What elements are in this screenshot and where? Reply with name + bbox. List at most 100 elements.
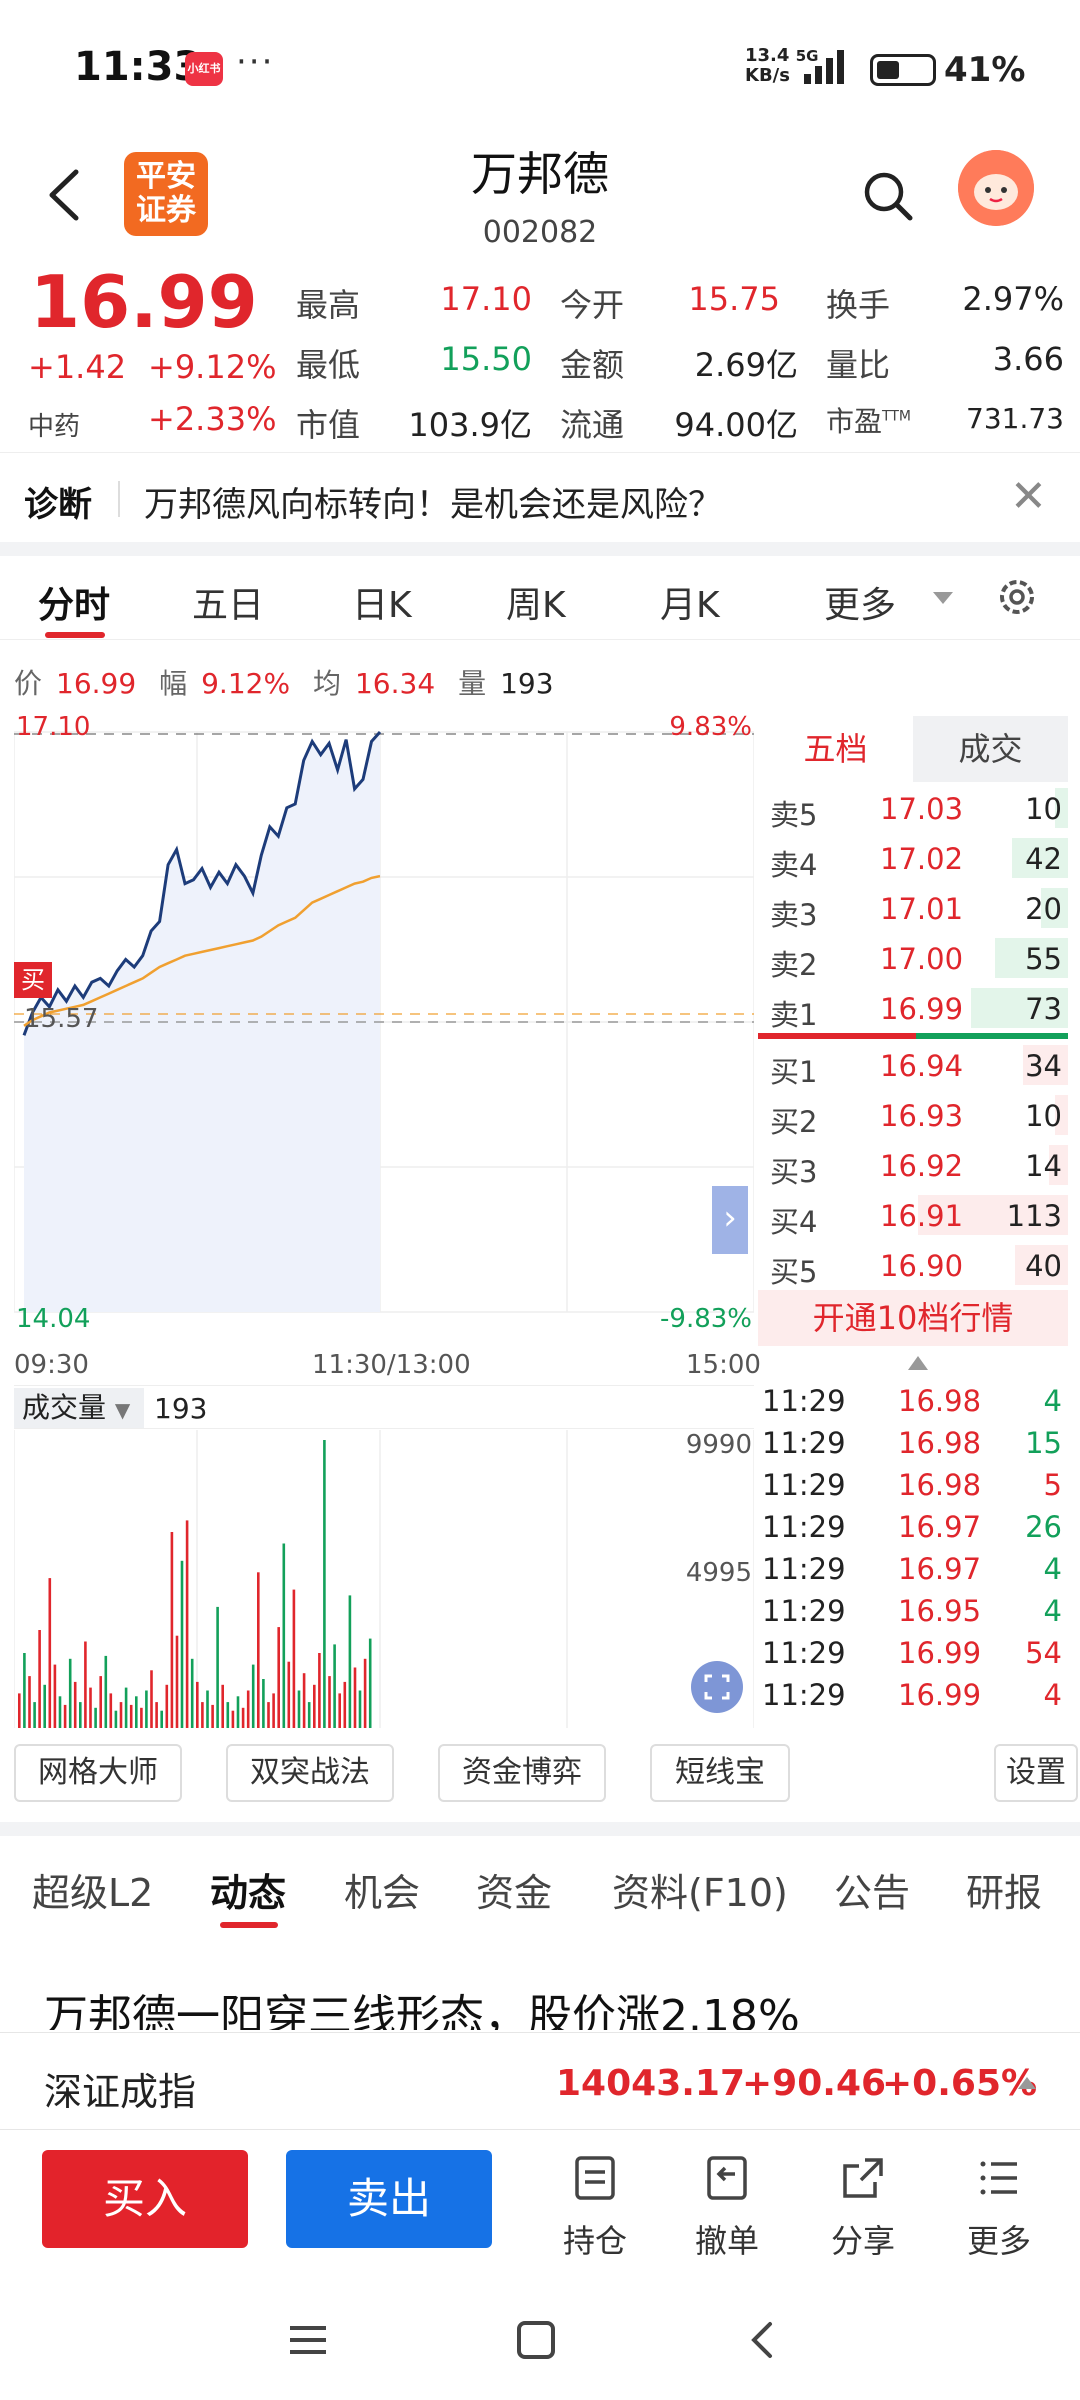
search-icon[interactable] bbox=[860, 168, 916, 224]
back-nav-icon[interactable] bbox=[742, 2318, 782, 2362]
depth-bar bbox=[971, 988, 1068, 1028]
index-change: +90.46 bbox=[742, 2063, 887, 2104]
bid-ask-divider bbox=[758, 1033, 1068, 1039]
trade-time: 11:29 bbox=[762, 1636, 846, 1670]
capital-game-button[interactable]: 资金博弈 bbox=[438, 1744, 606, 1802]
level-price: 16.94 bbox=[880, 1049, 964, 1083]
sell-button[interactable]: 卖出 bbox=[286, 2150, 492, 2248]
diagnosis-text[interactable]: 万邦德风向标转向！是机会还是风险？ bbox=[144, 485, 722, 525]
tab-trades[interactable]: 成交 bbox=[913, 716, 1068, 782]
tab-five-day[interactable]: 五日 bbox=[192, 585, 265, 626]
trade-volume: 4 bbox=[1043, 1678, 1062, 1712]
gear-icon[interactable] bbox=[994, 574, 1040, 620]
pe-value: 731.73 bbox=[966, 402, 1064, 435]
bid-row[interactable]: 买2 16.93 10 bbox=[758, 1091, 1068, 1139]
level-price: 16.92 bbox=[880, 1149, 964, 1183]
ask-row[interactable]: 卖3 17.01 20 bbox=[758, 884, 1068, 932]
back-icon[interactable] bbox=[40, 160, 90, 230]
volume-chart[interactable]: 9990 4995 bbox=[13, 1430, 755, 1728]
volume-bar bbox=[287, 1661, 291, 1728]
positions-button[interactable]: 持仓 bbox=[540, 2152, 650, 2262]
volume-bar bbox=[94, 1707, 97, 1728]
ask-row[interactable]: 卖5 17.03 10 bbox=[758, 784, 1068, 832]
expand-up-icon[interactable] bbox=[1016, 2075, 1038, 2091]
volume-bar bbox=[23, 1653, 26, 1728]
bid-row[interactable]: 买4 16.91 113 bbox=[758, 1191, 1068, 1239]
cancel-order-button[interactable]: 撤单 bbox=[672, 2152, 782, 2262]
bid-row[interactable]: 买5 16.90 40 bbox=[758, 1241, 1068, 1289]
trade-price: 16.97 bbox=[898, 1552, 982, 1586]
assistant-avatar-icon[interactable] bbox=[958, 150, 1034, 226]
volume-bar bbox=[109, 1693, 113, 1728]
tab-opportunity[interactable]: 机会 bbox=[344, 1871, 421, 1915]
short-line-button[interactable]: 短线宝 bbox=[650, 1744, 790, 1802]
status-bar: 11:33 小红书 ··· 13.4 5G KB/s 41% bbox=[0, 0, 1080, 130]
tab-more[interactable]: 更多 bbox=[824, 585, 897, 626]
volume-bar bbox=[267, 1702, 270, 1728]
sector-name[interactable]: 中药 bbox=[28, 412, 81, 442]
open-level10-button[interactable]: 开通10档行情 bbox=[758, 1290, 1068, 1346]
time-mid-label: 11:30/13:00 bbox=[312, 1350, 471, 1380]
share-button[interactable]: 分享 bbox=[808, 2152, 918, 2262]
low-value: 15.50 bbox=[440, 340, 532, 378]
tab-dynamics[interactable]: 动态 bbox=[210, 1871, 287, 1915]
current-price: 16.99 bbox=[30, 260, 258, 344]
trade-time: 11:29 bbox=[762, 1510, 846, 1544]
fullscreen-icon[interactable] bbox=[690, 1660, 744, 1714]
section-gap bbox=[0, 542, 1080, 556]
volume-ratio-label: 量比 bbox=[826, 346, 891, 384]
level-label: 卖5 bbox=[770, 798, 818, 832]
home-icon[interactable] bbox=[514, 2318, 558, 2362]
tab-monthly-k[interactable]: 月K bbox=[660, 585, 720, 626]
trade-price: 16.95 bbox=[898, 1594, 982, 1628]
volume-bar bbox=[33, 1702, 36, 1728]
depth-bar bbox=[1055, 788, 1068, 828]
tab-intraday[interactable]: 分时 bbox=[38, 585, 111, 626]
volume-indicator-select[interactable]: 成交量 ▼ bbox=[14, 1388, 144, 1428]
trade-row: 11:29 16.97 26 bbox=[758, 1506, 1068, 1548]
depth-bar bbox=[1055, 1095, 1068, 1135]
ask-row[interactable]: 卖2 17.00 55 bbox=[758, 934, 1068, 982]
section-gap bbox=[0, 1822, 1080, 1836]
volume-bar bbox=[84, 1641, 87, 1728]
more-button[interactable]: 更多 bbox=[944, 2152, 1054, 2262]
tab-daily-k[interactable]: 日K bbox=[352, 585, 412, 626]
tab-funds[interactable]: 资金 bbox=[476, 1871, 553, 1915]
level-volume: 113 bbox=[1006, 1199, 1062, 1233]
chevron-down-icon[interactable] bbox=[930, 584, 956, 610]
bid-row[interactable]: 买3 16.92 14 bbox=[758, 1141, 1068, 1189]
diagnosis-banner[interactable]: 诊断 万邦德风向标转向！是机会还是风险？ ✕ bbox=[0, 452, 1080, 542]
tab-f10[interactable]: 资料(F10) bbox=[612, 1871, 788, 1915]
signal-icon bbox=[804, 50, 844, 84]
tab-five-levels[interactable]: 五档 bbox=[758, 716, 913, 782]
bid-row[interactable]: 买1 16.94 34 bbox=[758, 1041, 1068, 1089]
level-volume: 20 bbox=[1025, 892, 1062, 926]
close-icon[interactable]: ✕ bbox=[1010, 471, 1047, 522]
grid-master-button[interactable]: 网格大师 bbox=[14, 1744, 182, 1802]
index-name: 深证成指 bbox=[44, 2070, 197, 2114]
tools-settings-button[interactable]: 设置 bbox=[994, 1744, 1078, 1802]
trade-row: 11:29 16.95 4 bbox=[758, 1590, 1068, 1632]
index-ticker[interactable]: 深证成指 14043.17 +90.46 +0.65% bbox=[0, 2032, 1080, 2130]
float-label: 流通 bbox=[560, 406, 625, 444]
intraday-chart[interactable]: 17.10 9.83% 14.04 -9.83% 15.57 买 › bbox=[13, 712, 755, 1342]
collapse-up-icon[interactable] bbox=[906, 1354, 930, 1372]
ask-row[interactable]: 卖1 16.99 73 bbox=[758, 984, 1068, 1032]
tab-announcements[interactable]: 公告 bbox=[834, 1871, 911, 1915]
expand-orderbook-button[interactable]: › bbox=[712, 1186, 748, 1254]
tab-super-l2[interactable]: 超级L2 bbox=[32, 1871, 154, 1915]
ask-row[interactable]: 卖4 17.02 42 bbox=[758, 834, 1068, 882]
tab-weekly-k[interactable]: 周K bbox=[506, 585, 566, 626]
trade-price: 16.98 bbox=[898, 1426, 982, 1460]
trade-time: 11:29 bbox=[762, 1594, 846, 1628]
buy-button[interactable]: 买入 bbox=[42, 2150, 248, 2248]
buy-marker[interactable]: 买 bbox=[14, 962, 52, 998]
trade-volume: 54 bbox=[1025, 1636, 1062, 1670]
menu-icon[interactable] bbox=[286, 2320, 330, 2360]
tab-research[interactable]: 研报 bbox=[966, 1871, 1043, 1915]
level-price: 16.91 bbox=[880, 1199, 964, 1233]
news-headline[interactable]: 万邦德一阳穿三线形态，股价涨2.18% bbox=[44, 1991, 800, 2030]
double-breakout-button[interactable]: 双突战法 bbox=[226, 1744, 394, 1802]
volume-bar bbox=[216, 1606, 219, 1728]
volume-bar bbox=[68, 1658, 72, 1728]
